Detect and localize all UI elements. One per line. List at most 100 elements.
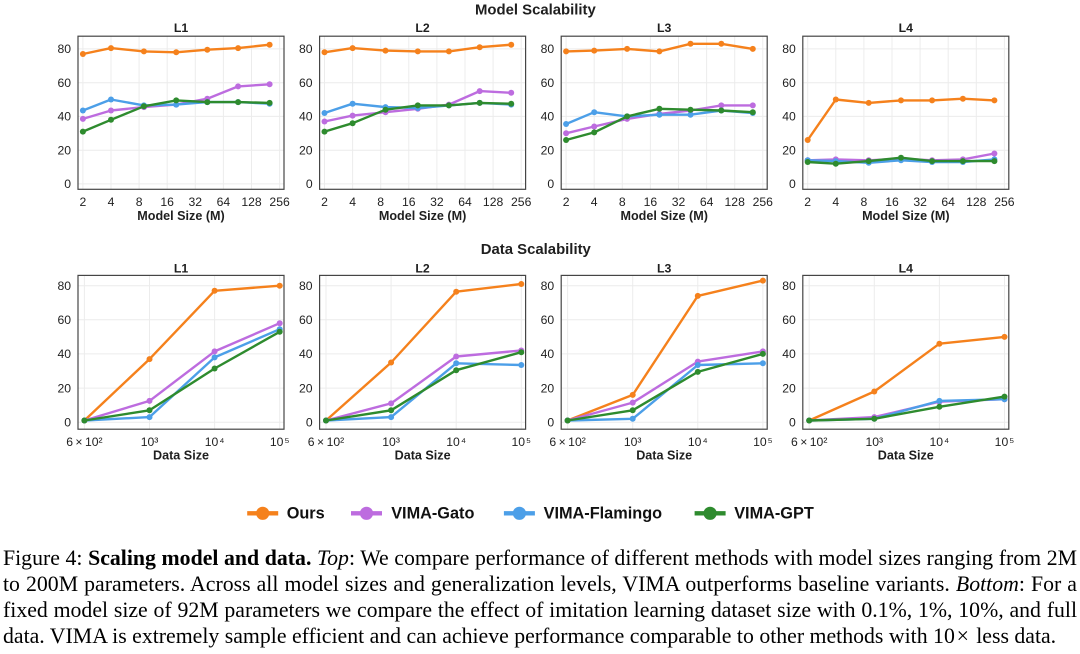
svg-text:40: 40 (299, 110, 313, 124)
svg-text:L2: L2 (415, 21, 430, 35)
svg-text:Model Scalability: Model Scalability (475, 3, 597, 19)
svg-text:0: 0 (306, 177, 313, 191)
svg-text:10³: 10³ (624, 435, 642, 449)
svg-text:20: 20 (57, 381, 71, 395)
svg-text:80: 80 (541, 42, 555, 56)
svg-text:VIMA-Flamingo: VIMA-Flamingo (544, 505, 663, 523)
svg-text:128: 128 (725, 195, 746, 209)
svg-text:Model Size (M): Model Size (M) (137, 209, 224, 223)
svg-text:16: 16 (160, 195, 174, 209)
svg-text:L4: L4 (899, 262, 914, 276)
svg-text:60: 60 (299, 313, 313, 327)
svg-text:40: 40 (57, 347, 71, 361)
svg-text:80: 80 (299, 42, 313, 56)
svg-text:60: 60 (782, 76, 796, 90)
svg-text:L4: L4 (899, 21, 914, 35)
svg-text:80: 80 (541, 279, 555, 293)
svg-text:40: 40 (299, 347, 313, 361)
svg-text:64: 64 (217, 195, 231, 209)
svg-text:10 ⁴: 10 ⁴ (929, 435, 949, 449)
svg-text:16: 16 (644, 195, 658, 209)
svg-text:VIMA-GPT: VIMA-GPT (734, 505, 814, 523)
svg-text:10³: 10³ (382, 435, 400, 449)
svg-text:0: 0 (789, 177, 796, 191)
svg-text:Model Size (M): Model Size (M) (620, 209, 707, 223)
svg-text:80: 80 (57, 42, 71, 56)
svg-text:20: 20 (782, 381, 796, 395)
svg-text:20: 20 (57, 143, 71, 157)
svg-text:256: 256 (994, 195, 1015, 209)
svg-text:128: 128 (483, 195, 504, 209)
svg-text:L2: L2 (415, 262, 430, 276)
svg-text:20: 20 (299, 143, 313, 157)
svg-text:Model Size (M): Model Size (M) (379, 209, 466, 223)
svg-text:Data Size: Data Size (395, 448, 451, 462)
svg-text:6 × 10²: 6 × 10² (66, 435, 102, 449)
svg-text:64: 64 (941, 195, 955, 209)
svg-text:0: 0 (64, 177, 71, 191)
svg-text:0: 0 (547, 415, 554, 429)
svg-text:20: 20 (299, 381, 313, 395)
svg-text:L3: L3 (657, 262, 672, 276)
svg-text:64: 64 (700, 195, 714, 209)
svg-text:16: 16 (402, 195, 416, 209)
svg-text:0: 0 (306, 415, 313, 429)
svg-text:10 ⁵: 10 ⁵ (270, 435, 290, 449)
svg-text:6 × 10²: 6 × 10² (791, 435, 827, 449)
svg-text:10 ⁵: 10 ⁵ (511, 435, 531, 449)
svg-text:Data Size: Data Size (636, 448, 692, 462)
svg-text:8: 8 (136, 195, 143, 209)
svg-text:2: 2 (563, 195, 570, 209)
svg-text:256: 256 (511, 195, 532, 209)
svg-text:0: 0 (64, 415, 71, 429)
svg-text:80: 80 (782, 279, 796, 293)
svg-text:6 × 10²: 6 × 10² (308, 435, 344, 449)
svg-text:10 ⁴: 10 ⁴ (688, 435, 708, 449)
svg-text:60: 60 (299, 76, 313, 90)
svg-text:10 ⁵: 10 ⁵ (995, 435, 1015, 449)
svg-text:L1: L1 (174, 21, 189, 35)
svg-text:Data Size: Data Size (153, 448, 209, 462)
svg-text:60: 60 (541, 76, 555, 90)
svg-text:20: 20 (782, 143, 796, 157)
svg-text:40: 40 (782, 347, 796, 361)
svg-text:Model Size (M): Model Size (M) (862, 209, 949, 223)
svg-text:8: 8 (619, 195, 626, 209)
svg-text:20: 20 (541, 381, 555, 395)
svg-text:60: 60 (57, 76, 71, 90)
svg-text:Ours: Ours (287, 505, 325, 523)
svg-text:L3: L3 (657, 21, 672, 35)
svg-text:0: 0 (789, 415, 796, 429)
svg-text:80: 80 (299, 279, 313, 293)
svg-text:80: 80 (57, 279, 71, 293)
svg-text:10³: 10³ (865, 435, 883, 449)
svg-text:60: 60 (57, 313, 71, 327)
svg-text:32: 32 (672, 195, 686, 209)
svg-text:32: 32 (913, 195, 927, 209)
svg-text:4: 4 (349, 195, 356, 209)
svg-text:8: 8 (861, 195, 868, 209)
svg-text:2: 2 (321, 195, 328, 209)
svg-text:20: 20 (541, 143, 555, 157)
svg-text:8: 8 (377, 195, 384, 209)
svg-text:128: 128 (966, 195, 987, 209)
svg-text:4: 4 (108, 195, 115, 209)
svg-text:256: 256 (753, 195, 774, 209)
svg-text:32: 32 (430, 195, 444, 209)
svg-text:80: 80 (782, 42, 796, 56)
svg-text:10 ⁴: 10 ⁴ (205, 435, 225, 449)
svg-text:60: 60 (541, 313, 555, 327)
svg-text:VIMA-Gato: VIMA-Gato (391, 505, 474, 523)
svg-text:10³: 10³ (141, 435, 159, 449)
svg-text:128: 128 (241, 195, 262, 209)
svg-text:L1: L1 (174, 262, 189, 276)
svg-text:0: 0 (547, 177, 554, 191)
svg-text:10 ⁴: 10 ⁴ (446, 435, 466, 449)
svg-text:4: 4 (591, 195, 598, 209)
svg-text:256: 256 (269, 195, 290, 209)
svg-text:40: 40 (541, 347, 555, 361)
svg-text:Data Scalability: Data Scalability (481, 242, 592, 258)
svg-text:64: 64 (458, 195, 472, 209)
svg-text:2: 2 (804, 195, 811, 209)
svg-text:16: 16 (885, 195, 899, 209)
